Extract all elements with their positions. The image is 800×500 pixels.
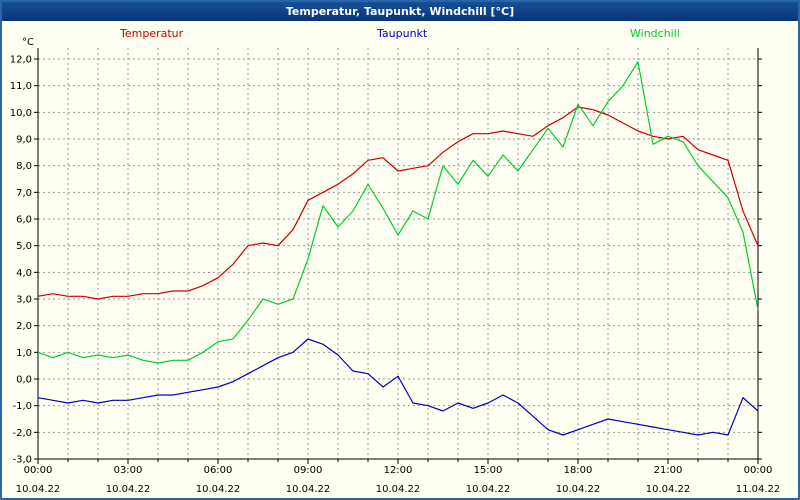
svg-text:0,0: 0,0 [16,375,32,386]
svg-text:10.04.22: 10.04.22 [16,484,61,495]
svg-text:5,0: 5,0 [16,241,32,252]
legend-temperatur: Temperatur [120,27,184,40]
svg-text:2,0: 2,0 [16,321,32,332]
svg-text:10.04.22: 10.04.22 [466,484,511,495]
svg-text:-3,0: -3,0 [12,455,32,466]
legend-windchill: Windchill [630,27,680,40]
svg-text:10.04.22: 10.04.22 [376,484,421,495]
svg-text:1,0: 1,0 [16,348,32,359]
svg-text:00:00: 00:00 [24,465,53,476]
svg-text:21:00: 21:00 [654,465,683,476]
svg-text:10.04.22: 10.04.22 [646,484,691,495]
svg-text:06:00: 06:00 [204,465,233,476]
svg-text:6,0: 6,0 [16,215,32,226]
svg-text:8,0: 8,0 [16,161,32,172]
svg-text:7,0: 7,0 [16,188,32,199]
svg-text:10.04.22: 10.04.22 [196,484,241,495]
svg-text:18:00: 18:00 [564,465,593,476]
svg-text:-2,0: -2,0 [12,428,32,439]
svg-text:11,0: 11,0 [10,81,32,92]
window-title: Temperatur, Taupunkt, Windchill [°C] [2,2,798,21]
svg-text:10,0: 10,0 [10,108,32,119]
svg-text:10.04.22: 10.04.22 [556,484,601,495]
svg-text:3,0: 3,0 [16,295,32,306]
svg-text:4,0: 4,0 [16,268,32,279]
svg-text:09:00: 09:00 [294,465,323,476]
svg-text:12,0: 12,0 [10,55,32,66]
svg-text:12:00: 12:00 [384,465,413,476]
svg-text:15:00: 15:00 [474,465,503,476]
legend-taupunkt: Taupunkt [377,27,428,40]
svg-text:9,0: 9,0 [16,135,32,146]
svg-text:10.04.22: 10.04.22 [286,484,331,495]
svg-text:00:00: 00:00 [744,465,773,476]
svg-text:10.04.22: 10.04.22 [106,484,151,495]
svg-text:11.04.22: 11.04.22 [736,484,781,495]
svg-text:03:00: 03:00 [114,465,143,476]
svg-text:°C: °C [22,37,34,48]
svg-text:-1,0: -1,0 [12,401,32,412]
